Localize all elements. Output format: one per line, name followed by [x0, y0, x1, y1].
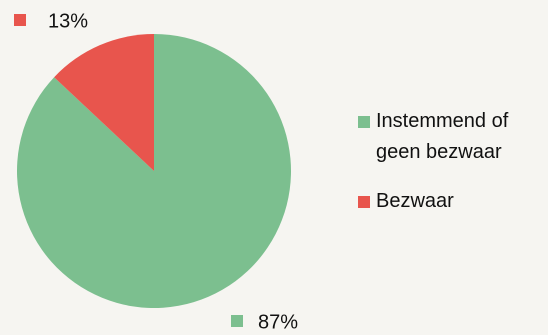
pie-slice [54, 33, 154, 171]
legend-label: Bezwaar [376, 190, 454, 212]
legend-item: Instemmend of geen bezwaar [358, 106, 543, 168]
legend: Instemmend of geen bezwaar Bezwaar [358, 106, 543, 235]
legend-item: Bezwaar [358, 186, 543, 217]
label-swatch [231, 315, 243, 327]
data-label: 87% [258, 311, 298, 333]
data-label: 13% [48, 10, 88, 32]
legend-swatch [358, 196, 370, 208]
label-swatch [14, 14, 26, 26]
legend-label: Instemmend of geen bezwaar [376, 110, 509, 163]
legend-swatch [358, 116, 370, 128]
